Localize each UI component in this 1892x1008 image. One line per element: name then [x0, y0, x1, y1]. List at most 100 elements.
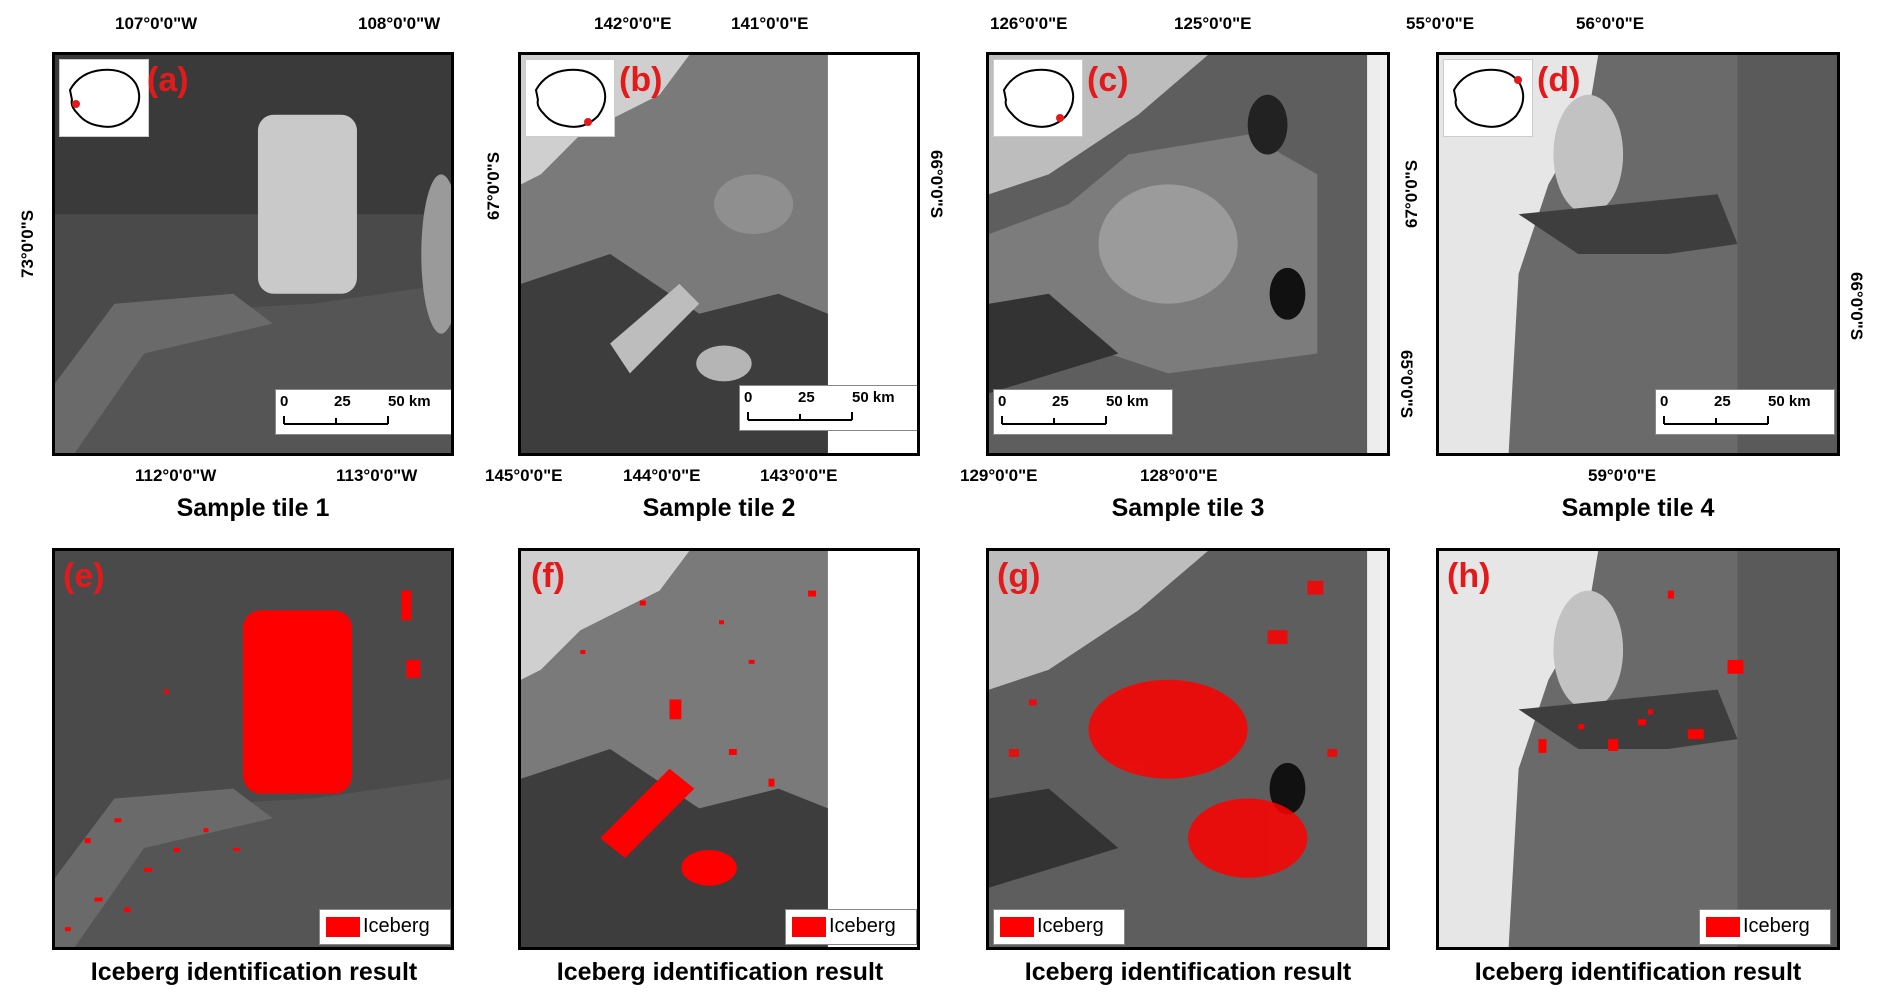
- panel-label: (a): [147, 61, 189, 99]
- scale-50: 50 km: [1106, 393, 1149, 410]
- antarctica-inset-b: [525, 59, 615, 137]
- location-marker-icon: [1056, 114, 1064, 122]
- result-image-e: [55, 551, 451, 947]
- result-image-g: [989, 551, 1387, 947]
- map-panel-a: (a) 0 25 50 km: [52, 52, 454, 456]
- antarctica-outline-icon: [68, 68, 141, 128]
- lon-tick-bottom: 112°0'0"W: [135, 466, 217, 485]
- sar-image-a: [55, 55, 451, 453]
- lat-tick-left: 67°0'0"S: [1402, 159, 1421, 228]
- lat-tick-right: 65°0'0"S: [1397, 350, 1416, 419]
- antarctica-inset-c: [993, 59, 1083, 137]
- iceberg-mask-medium: [681, 849, 737, 886]
- lat-tick-right: 66°0'0"S: [927, 150, 946, 219]
- iceberg-mask-large: [243, 610, 352, 794]
- iceberg-mask-small: [1538, 590, 1744, 753]
- scale-line: [747, 412, 853, 421]
- result-panel-h: (h) Iceberg: [1436, 548, 1840, 950]
- result-image-f: [521, 551, 917, 947]
- tile-caption: Sample tile 1: [176, 494, 330, 522]
- lon-tick-top: 142°0'0"E: [594, 14, 672, 33]
- lon-tick-bottom: 143°0'0"E: [760, 466, 838, 485]
- iceberg-mask-cluster: [1008, 580, 1338, 878]
- lat-tick-left: 67°0'0"S: [484, 151, 503, 220]
- scale-bar: 0 25 50 km: [275, 389, 451, 435]
- result-panel-g: (g) Iceberg: [986, 548, 1390, 950]
- panel-label: (h): [1447, 557, 1491, 595]
- location-marker-icon: [72, 100, 80, 108]
- scale-0: 0: [280, 393, 289, 410]
- lon-tick-top: 108°0'0"W: [358, 14, 441, 33]
- panel-label: (f): [531, 557, 565, 595]
- scale-bar: 0 25 50 km: [993, 389, 1173, 435]
- legend: Iceberg: [319, 909, 451, 945]
- scale-50: 50 km: [852, 389, 895, 406]
- antarctica-outline-icon: [534, 68, 607, 128]
- result-caption: Iceberg identification result: [556, 958, 884, 986]
- scale-0: 0: [744, 389, 753, 406]
- iceberg-mask-small: [580, 590, 817, 787]
- map-panel-b: (b) 0 25 50 km: [518, 52, 920, 456]
- lon-tick-bottom: 145°0'0"E: [485, 466, 563, 485]
- lon-tick-bottom: 59°0'0"E: [1588, 466, 1657, 485]
- result-panel-e: (e) Iceberg: [52, 548, 454, 950]
- scale-25: 25: [1714, 393, 1731, 410]
- iceberg-swatch: [792, 917, 826, 937]
- antarctica-inset-d: [1443, 59, 1533, 137]
- scale-25: 25: [1052, 393, 1069, 410]
- legend-label: Iceberg: [1743, 915, 1810, 937]
- iceberg-cluster-c: [1098, 184, 1238, 304]
- iceberg-swatch: [1706, 917, 1740, 937]
- lon-tick-top: 107°0'0"W: [115, 14, 198, 33]
- panel-label: (g): [997, 557, 1041, 595]
- scale-line: [1663, 416, 1769, 425]
- iceberg-large-b: [610, 283, 700, 374]
- map-panel-d: (d) 0 25 50 km: [1436, 52, 1840, 456]
- iceberg-mask-large: [600, 768, 695, 858]
- legend: Iceberg: [993, 909, 1125, 945]
- scale-0: 0: [1660, 393, 1669, 410]
- result-caption: Iceberg identification result: [1474, 958, 1802, 986]
- tile-caption: Sample tile 2: [642, 494, 796, 522]
- lon-tick-top: 126°0'0"E: [990, 14, 1068, 33]
- result-panel-f: (f) Iceberg: [518, 548, 920, 950]
- scale-line: [283, 416, 389, 425]
- lon-tick-bottom: 128°0'0"E: [1140, 466, 1218, 485]
- panel-label: (b): [619, 61, 663, 99]
- lon-tick-bottom: 113°0'0"W: [336, 466, 418, 485]
- scale-line: [1001, 416, 1107, 425]
- scale-bar: 0 25 50 km: [739, 385, 917, 431]
- panel-label: (e): [63, 557, 105, 595]
- lon-tick-bottom: 129°0'0"E: [960, 466, 1038, 485]
- scale-25: 25: [798, 389, 815, 406]
- legend-label: Iceberg: [363, 915, 430, 937]
- scale-25: 25: [334, 393, 351, 410]
- scale-50: 50 km: [388, 393, 431, 410]
- tile-caption: Sample tile 4: [1561, 494, 1715, 522]
- panel-label: (c): [1087, 61, 1129, 99]
- lon-tick-top: 125°0'0"E: [1174, 14, 1252, 33]
- iceberg-large-a: [257, 114, 357, 294]
- lon-tick-top: 141°0'0"E: [731, 14, 809, 33]
- legend: Iceberg: [1699, 909, 1831, 945]
- lat-tick-right: 66°0'0"S: [1847, 272, 1866, 341]
- antarctica-inset-a: [59, 59, 149, 137]
- lon-tick-bottom: 144°0'0"E: [623, 466, 701, 485]
- scale-50: 50 km: [1768, 393, 1811, 410]
- result-caption: Iceberg identification result: [90, 958, 418, 986]
- antarctica-outline-icon: [1002, 68, 1075, 128]
- lon-tick-top: 56°0'0"E: [1576, 14, 1645, 33]
- location-marker-icon: [1514, 76, 1522, 84]
- scale-bar: 0 25 50 km: [1655, 389, 1835, 435]
- map-panel-c: (c) 0 25 50 km: [986, 52, 1390, 456]
- scale-0: 0: [998, 393, 1007, 410]
- lat-tick-left: 73°0'0"S: [18, 209, 37, 278]
- panel-label: (d): [1537, 61, 1581, 99]
- iceberg-swatch: [326, 917, 360, 937]
- result-image-h: [1439, 551, 1837, 947]
- antarctica-outline-icon: [1452, 68, 1525, 128]
- result-caption: Iceberg identification result: [1024, 958, 1352, 986]
- tile-caption: Sample tile 3: [1111, 494, 1265, 522]
- legend-label: Iceberg: [829, 915, 896, 937]
- lon-tick-top: 55°0'0"E: [1406, 14, 1475, 33]
